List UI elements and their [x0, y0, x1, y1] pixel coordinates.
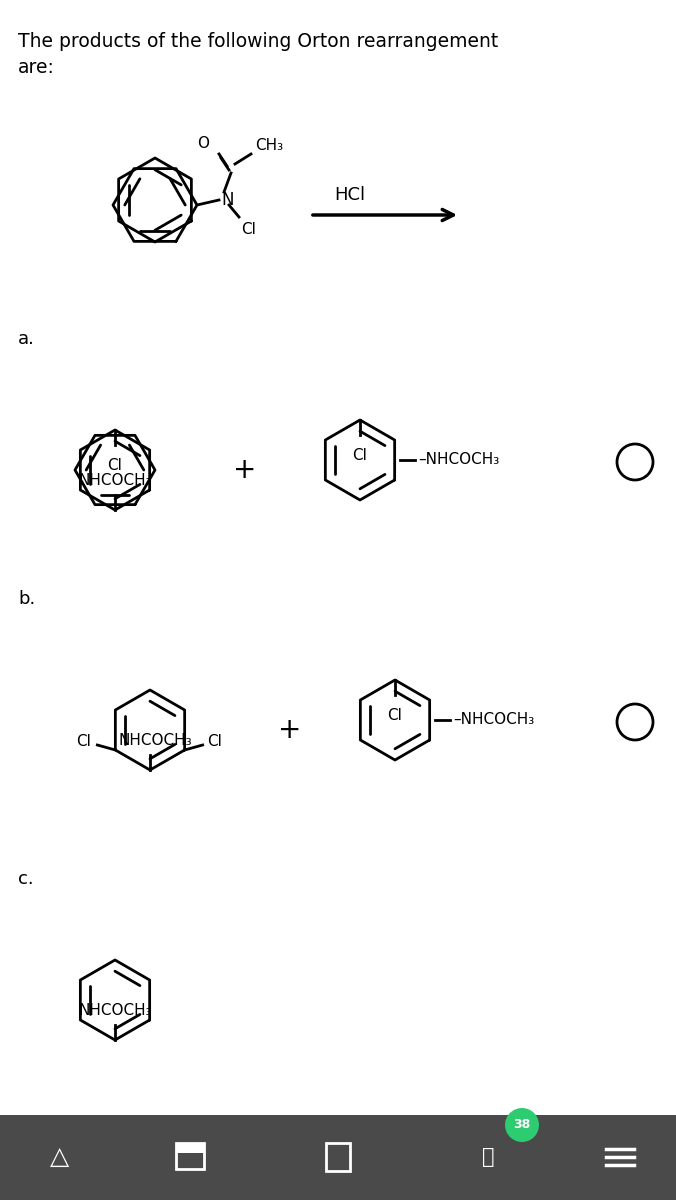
Circle shape	[505, 1108, 539, 1142]
Text: Cl: Cl	[207, 734, 222, 750]
Text: –NHCOCH₃: –NHCOCH₃	[418, 452, 500, 468]
Bar	[326, 1142, 350, 1171]
Text: a.: a.	[18, 330, 35, 348]
Text: Cl: Cl	[76, 734, 91, 750]
Bar	[176, 1142, 204, 1169]
Text: Cl: Cl	[387, 708, 402, 722]
Text: are:: are:	[18, 58, 55, 77]
Bar	[176, 1142, 204, 1153]
Text: c.: c.	[18, 870, 34, 888]
Text: NHCOCH₃: NHCOCH₃	[78, 473, 152, 488]
Text: b.: b.	[18, 590, 35, 608]
Text: Cl: Cl	[353, 448, 368, 463]
Text: 38: 38	[513, 1118, 531, 1132]
Text: The products of the following Orton rearrangement: The products of the following Orton rear…	[18, 32, 498, 50]
Text: Cl: Cl	[241, 222, 256, 236]
Text: –NHCOCH₃: –NHCOCH₃	[453, 713, 534, 727]
Bar	[0, 1115, 676, 1200]
Text: NHCOCH₃: NHCOCH₃	[78, 1003, 152, 1018]
Text: +: +	[233, 456, 257, 484]
Text: N: N	[221, 191, 233, 209]
Text: 🔔: 🔔	[482, 1147, 494, 1166]
Text: CH₃: CH₃	[255, 138, 283, 154]
Text: +: +	[279, 716, 301, 744]
Text: O: O	[197, 137, 209, 151]
Text: NHCOCH₃: NHCOCH₃	[118, 733, 192, 748]
Text: HCl: HCl	[335, 186, 366, 204]
Text: △: △	[51, 1145, 70, 1169]
Text: Cl: Cl	[107, 458, 122, 473]
